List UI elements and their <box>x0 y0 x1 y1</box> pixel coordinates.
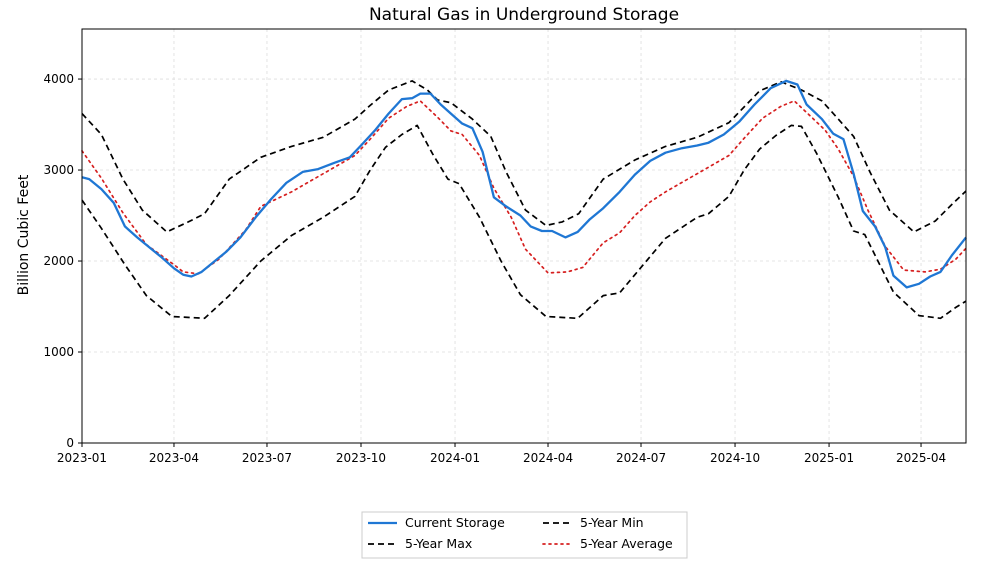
y-tick-label: 0 <box>66 436 74 450</box>
chart-title: Natural Gas in Underground Storage <box>369 5 679 25</box>
series-lines <box>81 79 967 320</box>
grid <box>81 29 966 444</box>
5-year-min-line <box>81 124 967 320</box>
x-tick-label: 2023-01 <box>57 451 107 465</box>
plot-frame <box>81 28 967 444</box>
x-tick-label: 2025-01 <box>804 451 854 465</box>
legend-label: 5-Year Max <box>405 536 472 551</box>
y-tick-label: 1000 <box>43 345 74 359</box>
axis-ticks: 2023-01 2023-04 2023-07 2023-10 2024-01 2024-… <box>43 72 946 465</box>
legend-label: Current Storage <box>405 515 505 530</box>
current-storage-line <box>81 79 967 289</box>
y-axis-label: Billion Cubic Feet <box>16 174 32 295</box>
legend: Current Storage 5-Year Max 5-Year Min 5-Yea… <box>361 511 688 559</box>
x-tick-label: 2023-04 <box>149 451 199 465</box>
x-tick-label: 2023-10 <box>336 451 386 465</box>
5-year-max-line <box>81 80 967 233</box>
y-tick-label: 3000 <box>43 163 74 177</box>
x-tick-label: 2025-04 <box>896 451 946 465</box>
legend-box <box>361 511 688 559</box>
legend-label: 5-Year Min <box>580 515 644 530</box>
x-tick-label: 2023-07 <box>242 451 292 465</box>
y-tick-label: 2000 <box>43 254 74 268</box>
x-tick-label: 2024-01 <box>430 451 480 465</box>
x-tick-label: 2024-07 <box>616 451 666 465</box>
x-tick-label: 2024-10 <box>710 451 760 465</box>
legend-label: 5-Year Average <box>580 536 673 551</box>
x-tick-label: 2024-04 <box>523 451 573 465</box>
y-tick-label: 4000 <box>43 72 74 86</box>
